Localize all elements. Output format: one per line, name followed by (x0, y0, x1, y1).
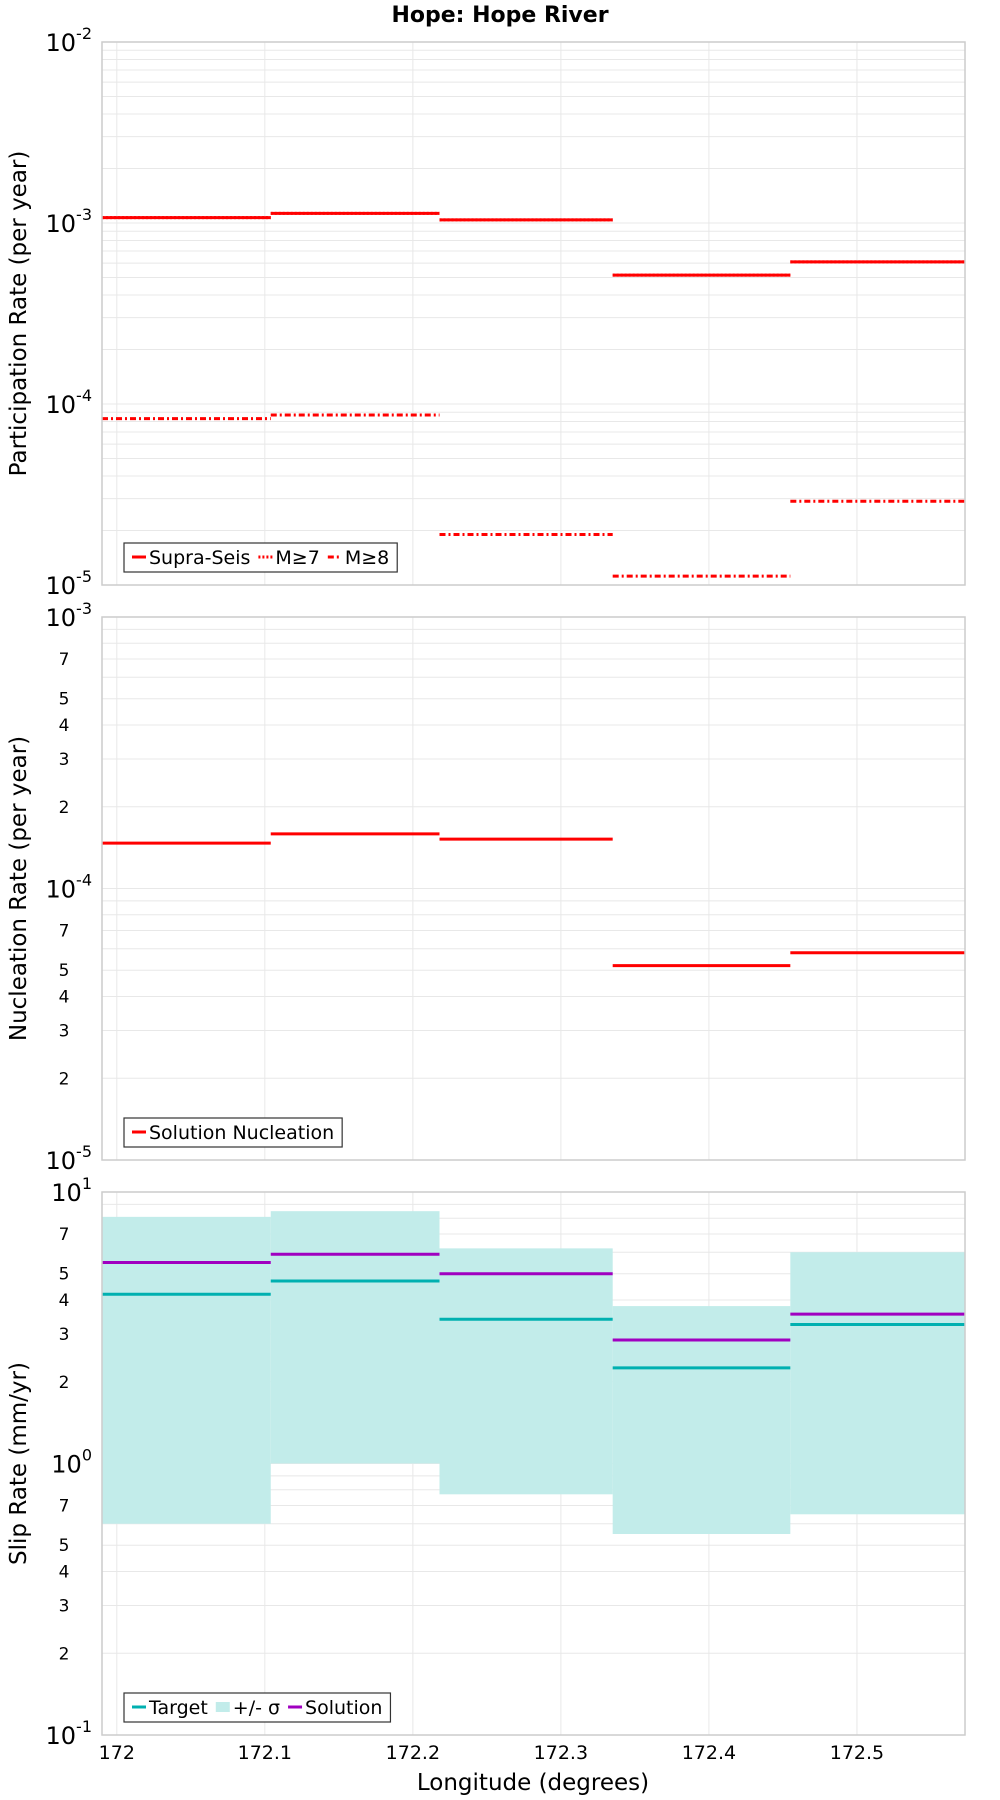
sigma-band-segment (790, 1252, 965, 1515)
y-minor-tick-label: 2 (59, 1069, 70, 1089)
x-tick-label: 172.3 (534, 1742, 588, 1764)
y-minor-tick-label: 7 (59, 1497, 70, 1517)
legend-background (124, 1118, 343, 1147)
x-tick-label: 172.1 (238, 1742, 292, 1764)
legend: Target +/- σ Solution (123, 1692, 392, 1723)
x-tick-label: 172.4 (682, 1742, 736, 1764)
legend-label: Solution Nucleation (149, 1122, 334, 1144)
legend-label: M≥8 (345, 547, 389, 569)
y-minor-tick-label: 3 (59, 1021, 70, 1041)
y-minor-tick-label: 5 (59, 690, 70, 710)
legend-box (123, 1692, 392, 1723)
x-tick-label: 172.2 (386, 1742, 440, 1764)
sigma-band-segment (102, 1216, 271, 1524)
y-tick-label: 10-3 (46, 599, 93, 632)
y-minor-tick-label: 5 (59, 1536, 70, 1556)
y-minor-tick-label: 2 (59, 1373, 70, 1393)
x-tick-label: 172.5 (830, 1742, 884, 1764)
y-minor-tick-label: 4 (59, 1563, 70, 1583)
y-minor-tick-label: 3 (59, 750, 70, 770)
y-tick-label: 10-2 (46, 24, 93, 57)
y-minor-tick-label: 7 (59, 650, 70, 670)
y-tick-label: 101 (51, 1174, 92, 1207)
y-minor-tick-label: 3 (59, 1325, 70, 1345)
panel-participation: 10-5 10-4 10-3 10-2 Participation Rate (per … (6, 24, 966, 600)
y-minor-tick-label: 4 (59, 1291, 70, 1311)
plot-frame (101, 616, 966, 1161)
y-axis-label: Participation Rate (per year) (6, 151, 32, 477)
y-minor-tick-label: 3 (59, 1596, 70, 1616)
plot-frame (101, 41, 966, 586)
sigma-band-segment (270, 1211, 440, 1464)
x-axis-label: Longitude (degrees) (417, 1770, 649, 1796)
legend-background (124, 543, 398, 572)
legend-background (124, 1693, 391, 1722)
y-tick-label: 10-5 (46, 567, 93, 600)
y-tick-label: 10-5 (46, 1142, 93, 1175)
legend: Solution Nucleation (123, 1117, 343, 1148)
y-minor-tick-label: 7 (59, 922, 70, 942)
y-axis-label: Slip Rate (mm/yr) (6, 1362, 32, 1565)
y-minor-tick-label: 7 (59, 1225, 70, 1245)
y-minor-tick-label: 5 (59, 961, 70, 981)
y-tick-label: 10-4 (46, 386, 93, 419)
y-axis-label: Nucleation Rate (per year) (6, 736, 32, 1041)
legend-box (123, 542, 398, 573)
y-tick-label: 10-1 (46, 1717, 93, 1750)
y-minor-tick-label: 4 (59, 716, 70, 736)
plot-area (102, 42, 965, 585)
y-minor-tick-label: 2 (59, 798, 70, 818)
legend-box (123, 1117, 343, 1148)
y-tick-label: 100 (51, 1446, 92, 1479)
sigma-band-segment (612, 1306, 791, 1534)
chart-title: Hope: Hope River (391, 3, 608, 28)
legend-label: M≥7 (275, 547, 319, 569)
legend-label: Solution (305, 1697, 382, 1719)
y-minor-tick-label: 2 (59, 1644, 70, 1664)
y-minor-tick-label: 5 (59, 1265, 70, 1285)
legend-label: Target (148, 1697, 208, 1719)
panel-slip: 10-1 100 101 2 3 4 5 7 2 3 4 5 7 Slip Rate (mm/yr) Tar… (6, 1174, 966, 1750)
plot-frame (101, 1191, 966, 1736)
x-tick-label: 172 (99, 1742, 135, 1764)
y-minor-tick-label: 4 (59, 988, 70, 1008)
sigma-band-segment (439, 1248, 613, 1495)
panel-nucleation: 10-5 10-4 10-3 2 3 4 5 7 2 3 4 5 7 Nucleation Rate (p… (6, 599, 966, 1175)
legend-label: +/- σ (233, 1697, 280, 1719)
legend: Supra-Seis M≥7 M≥8 (123, 542, 398, 573)
y-tick-label: 10-3 (46, 205, 93, 238)
x-axis: 172 172.1 172.2 172.3 172.4 172.5 (99, 1742, 884, 1764)
y-tick-label: 10-4 (46, 871, 93, 904)
legend-label: Supra-Seis (149, 547, 250, 569)
